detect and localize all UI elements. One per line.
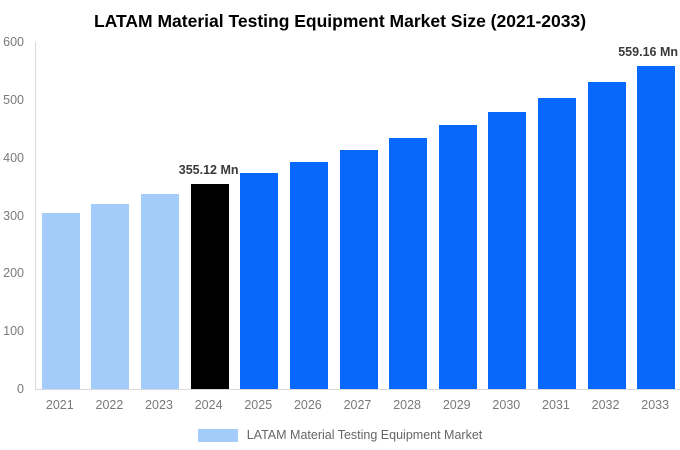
bar-2027[interactable] (339, 150, 378, 389)
x-tick-2021: 2021 (45, 398, 74, 412)
y-tick-600: 600 (3, 35, 24, 49)
value-label-2033: 559.16 Mn (618, 44, 678, 59)
bar-2028[interactable] (389, 138, 428, 389)
x-tick-2032: 2032 (591, 398, 620, 412)
bar-2030[interactable] (488, 111, 527, 389)
x-tick-2028: 2028 (393, 398, 421, 412)
bar-2025[interactable] (240, 172, 279, 389)
legend-swatch (197, 429, 238, 442)
x-tick-2025: 2025 (244, 398, 273, 412)
plot-area (35, 42, 680, 390)
bar-2026[interactable] (289, 161, 328, 389)
legend-label: LATAM Material Testing Equipment Market (246, 428, 483, 442)
x-tick-2031: 2031 (542, 398, 570, 412)
bar-2024[interactable] (190, 183, 229, 389)
x-tick-2033: 2033 (641, 398, 670, 412)
chart-title: LATAM Material Testing Equipment Market … (93, 11, 587, 31)
y-tick-100: 100 (3, 324, 24, 339)
y-tick-400: 400 (3, 150, 24, 165)
x-tick-2027: 2027 (343, 398, 372, 412)
x-tick-2026: 2026 (293, 398, 322, 412)
x-tick-2029: 2029 (442, 398, 471, 412)
legend[interactable]: LATAM Material Testing Equipment Market (0, 428, 680, 443)
bar-2023[interactable] (141, 194, 180, 389)
bar-2033[interactable] (637, 65, 676, 389)
x-tick-2024: 2024 (194, 398, 223, 412)
y-tick-200: 200 (3, 266, 24, 281)
x-tick-2022: 2022 (95, 398, 124, 412)
bar-2032[interactable] (587, 81, 626, 389)
x-tick-2023: 2023 (145, 398, 173, 412)
x-tick-2030: 2030 (492, 398, 521, 412)
bar-2021[interactable] (41, 213, 80, 389)
bar-2029[interactable] (438, 125, 477, 389)
y-tick-0: 0 (17, 382, 24, 396)
y-tick-300: 300 (3, 208, 24, 223)
value-label-2024: 355.12 Mn (178, 162, 239, 177)
bar-2031[interactable] (537, 97, 576, 389)
y-tick-500: 500 (3, 92, 24, 107)
bar-2022[interactable] (91, 203, 130, 389)
